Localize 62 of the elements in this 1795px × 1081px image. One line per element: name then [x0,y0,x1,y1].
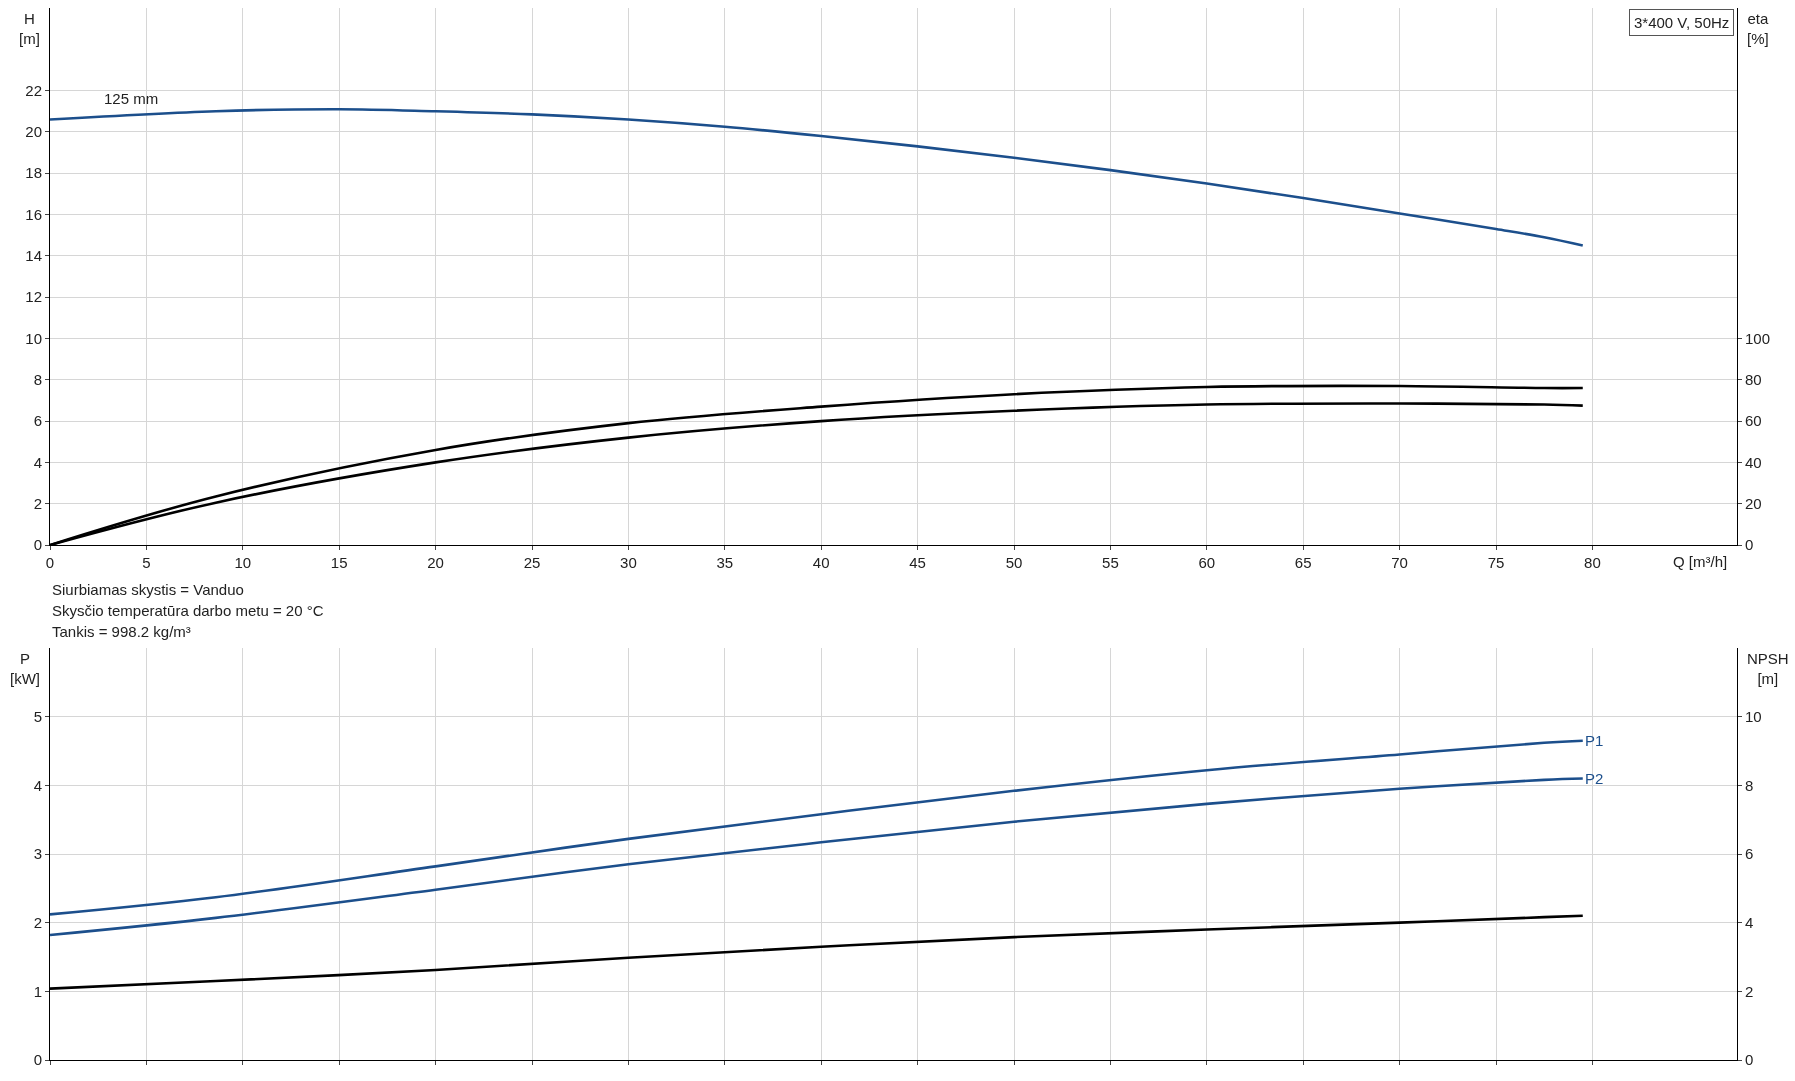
series-label: P2 [1585,770,1604,787]
x-tick-label: 55 [1102,554,1119,571]
y2-tick-label: 2 [1745,982,1754,1000]
x-tick-label: 45 [909,554,926,571]
x-tick-label: 0 [45,554,55,571]
line-series [50,739,1585,916]
x-tick-label: 20 [427,554,444,571]
y-axis-title: H [m] [19,10,40,47]
y-tick-label: 0 [33,536,42,554]
y-tick-label: 5 [33,707,42,725]
x-tick-label: 65 [1294,554,1312,571]
y2-tick-label: 40 [1745,453,1762,471]
x-tick-label: 30 [620,554,637,571]
y-tick-label: 1 [33,982,42,1000]
y-tick-label: 4 [33,776,42,794]
y2-tick-label: 10 [1745,707,1762,725]
x-tick-label: 15 [330,554,348,571]
x-tick-label: 80 [1584,554,1601,571]
text: Siurbiamas skystis = Vanduo [52,581,244,598]
y-tick-label: 6 [33,412,42,430]
x-tick-label: 50 [1005,554,1023,571]
y-tick-label: 20 [25,123,42,141]
y-tick-label: 16 [25,205,42,223]
x-tick-label: 25 [523,554,541,571]
y-tick-label: 18 [25,164,42,182]
y2-axis-title: eta [%] [1747,10,1769,47]
y2-tick-label: 80 [1745,371,1762,389]
text: Skysčio temperatūra darbo metu = 20 °C [52,602,324,619]
y-tick-label: 0 [33,1051,42,1069]
x-tick-label: 10 [234,554,252,571]
y-tick-label: 4 [33,453,42,471]
y2-tick-label: 8 [1745,776,1754,794]
y-tick-label: 8 [33,371,42,389]
y2-tick-label: 100 [1745,329,1771,347]
y-tick-label: 12 [25,288,42,306]
x-tick-label: 5 [142,554,151,571]
y2-tick-label: 0 [1745,1051,1754,1069]
y-tick-label: 10 [25,329,42,347]
x-tick-label: 75 [1487,554,1505,571]
y2-tick-label: 4 [1745,913,1754,931]
x-tick-label: 70 [1391,554,1408,571]
x-tick-label: 60 [1198,554,1216,571]
y2-axis-title: NPSH [m] [1747,650,1789,687]
y-tick-label: 22 [25,81,42,99]
y-axis-title: P [kW] [10,650,40,687]
chart-title: 3*400 V, 50Hz [1634,14,1730,31]
series-label: P1 [1585,732,1604,749]
line-series [50,107,1585,247]
y-tick-label: 3 [33,845,42,863]
y-tick-label: 2 [33,494,42,512]
x-axis-title: Q [m³/h] [1673,553,1728,570]
line-series [50,777,1585,937]
y2-tick-label: 60 [1745,412,1762,430]
y-tick-label: 14 [25,247,42,265]
y2-tick-label: 20 [1745,494,1762,512]
text: Tankis = 998.2 kg/m³ [52,623,191,640]
x-tick-label: 40 [812,554,830,571]
x-tick-label: 35 [716,554,734,571]
annotation: 125 mm [104,90,159,107]
y2-tick-label: 0 [1745,536,1754,554]
y2-tick-label: 6 [1745,845,1754,863]
y-tick-label: 2 [33,913,42,931]
